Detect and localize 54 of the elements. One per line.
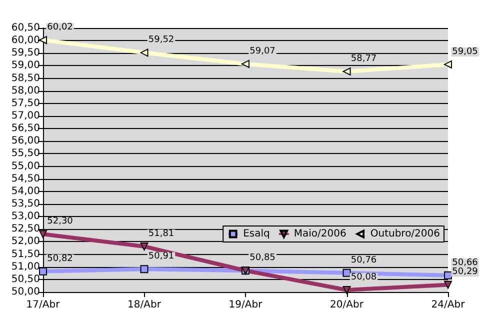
y-tick-label: 50,50 [11,274,40,285]
y-tick-label: 53,00 [11,211,40,222]
data-label: 50,08 [350,272,377,282]
data-label: 59,05 [452,46,478,57]
x-tick-label: 18/Abr [128,300,162,310]
y-tick-label: 51,50 [11,248,40,260]
y-tick-label: 60,50 [11,22,40,34]
y-tick-label: 55,00 [11,160,40,172]
point [342,268,351,277]
y-tick-label: 56,00 [11,136,40,147]
y-tick-label: 58,00 [11,85,40,96]
data-label: 50,66 [452,258,478,268]
data-label: 50,82 [47,254,73,264]
data-label: 60,02 [47,22,73,33]
y-tick-label: 57,00 [11,110,40,122]
y-tick-label: 59,00 [11,60,40,72]
data-label: 59,52 [148,35,174,46]
legend-label: Maio/2006 [294,228,346,240]
data-label: 59,07 [250,46,276,56]
data-label: 51,81 [148,228,174,239]
point [342,286,351,294]
y-tick-label: 53,50 [11,198,40,210]
y-tick-label: 56,50 [11,123,40,134]
y-tick-label: 60,00 [11,35,40,46]
x-tick-label: 19/Abr [228,300,264,310]
data-label: 52,30 [47,216,74,227]
y-tick-label: 54,00 [11,186,40,197]
point [140,242,148,250]
legend-label: Esalq [243,228,270,240]
point [444,60,452,68]
y-tick-label: 52,50 [11,224,40,235]
y-tick-label: 55,50 [11,148,40,160]
point [242,60,250,68]
y-tick-label: 59,50 [11,48,40,59]
y-tick-label: 51,00 [11,261,40,272]
data-label: 50,91 [148,252,174,262]
point [342,67,351,76]
y-tick-label: 58,50 [11,72,40,84]
data-label: 50,76 [350,255,377,266]
point [140,48,148,57]
legend-label: Outubro/2006 [370,228,440,240]
x-tick-label: 24/Abr [431,300,466,310]
y-tick-label: 52,00 [11,236,40,248]
point [444,280,452,289]
y-tick-label: 54,50 [11,173,40,184]
point [140,265,148,274]
y-tick-label: 57,50 [11,98,40,109]
y-tick-label: 50,00 [11,286,40,298]
point [444,271,452,280]
data-label: 50,85 [250,253,276,264]
x-tick-label: 17/Abr [26,300,61,310]
data-label: 50,29 [452,267,478,278]
data-label: 58,77 [350,54,377,64]
x-tick-label: 20/Abr [330,300,364,310]
